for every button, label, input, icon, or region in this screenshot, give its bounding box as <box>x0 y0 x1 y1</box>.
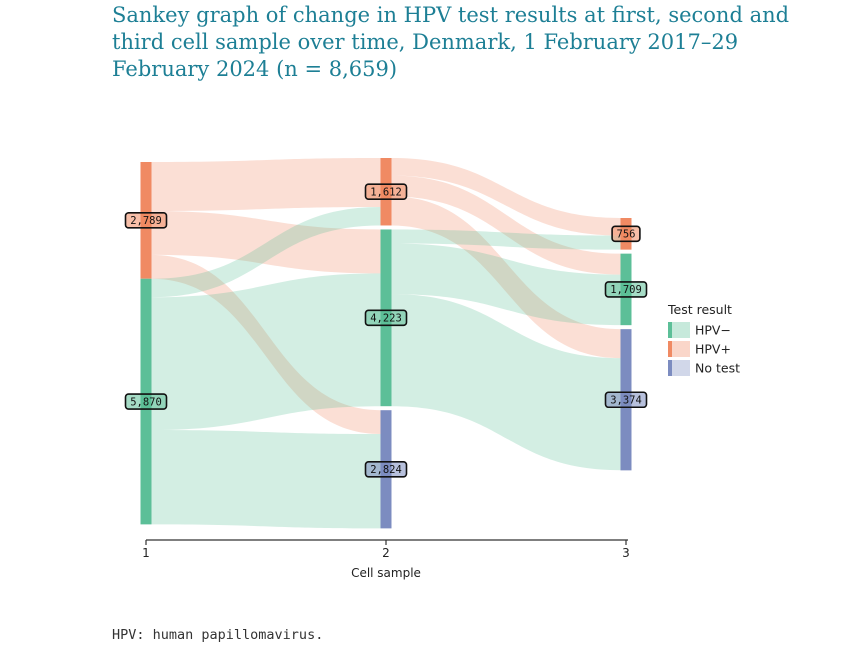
sankey-link-s1_neg-s2_pos <box>151 206 381 298</box>
sankey-link-s1_neg-s2_none <box>151 430 381 529</box>
node-label-s3_pos: 756 <box>617 229 636 241</box>
x-tick-label-3: 3 <box>622 546 630 560</box>
legend-label-1: HPV+ <box>695 342 731 357</box>
node-label-s2_none: 2,824 <box>370 464 402 476</box>
node-label-s1_pos: 2,789 <box>130 215 162 227</box>
sankey-links <box>151 158 621 529</box>
x-axis-title: Cell sample <box>351 566 421 580</box>
x-tick-label-2: 2 <box>382 546 390 560</box>
legend-swatch-0 <box>672 322 690 338</box>
legend-swatch-1 <box>672 341 690 357</box>
node-label-s3_none: 3,374 <box>610 395 642 407</box>
chart-title: Sankey graph of change in HPV test resul… <box>112 3 790 81</box>
legend-label-2: No test <box>695 361 740 376</box>
node-label-box-s3_none <box>604 391 648 409</box>
node-label-s1_neg: 5,870 <box>130 396 162 408</box>
node-label-box-s1_neg <box>124 393 168 410</box>
x-tick-label-1: 1 <box>142 546 150 560</box>
legend-bar-2 <box>668 360 672 376</box>
node-label-s3_neg: 1,709 <box>610 284 642 296</box>
legend-label-0: HPV− <box>695 323 731 338</box>
legend: Test result HPV− HPV+ No test <box>667 302 740 376</box>
node-label-s2_pos: 1,612 <box>370 187 402 199</box>
sankey-link-s2_pos-s3_pos <box>391 158 621 236</box>
sankey-link-s1_neg-s2_neg <box>151 273 381 431</box>
sankey-link-s2_pos-s3_none <box>391 196 621 359</box>
legend-bar-1 <box>668 341 672 357</box>
sankey-link-s1_pos-s2_neg <box>151 210 381 274</box>
sankey-link-s1_pos-s2_none <box>151 254 381 435</box>
legend-bar-0 <box>668 322 672 338</box>
node-label-box-s3_pos <box>611 225 641 243</box>
legend-title: Test result <box>667 302 732 317</box>
legend-swatch-2 <box>672 360 690 376</box>
sankey-link-s2_neg-s3_pos <box>391 229 621 250</box>
node-label-box-s3_neg <box>604 281 648 298</box>
sankey-link-s2_neg-s3_neg <box>391 243 621 326</box>
node-label-box-s2_none <box>364 460 408 478</box>
node-label-box-s1_pos <box>124 212 168 229</box>
sankey-link-s1_pos-s2_pos <box>151 158 381 211</box>
sankey-link-s2_neg-s3_none <box>391 294 621 471</box>
node-label-s2_neg: 4,223 <box>370 313 402 325</box>
node-label-box-s2_neg <box>364 309 408 327</box>
node-labels: 2,789 5,870 1,612 4,223 2,824 756 1,709 3,374 <box>124 183 648 478</box>
sankey-link-s2_pos-s3_neg <box>391 175 621 275</box>
footnote: HPV: human papillomavirus. <box>112 627 324 643</box>
x-axis: 1 2 3 Cell sample <box>142 539 630 580</box>
node-label-box-s2_pos <box>364 183 408 201</box>
